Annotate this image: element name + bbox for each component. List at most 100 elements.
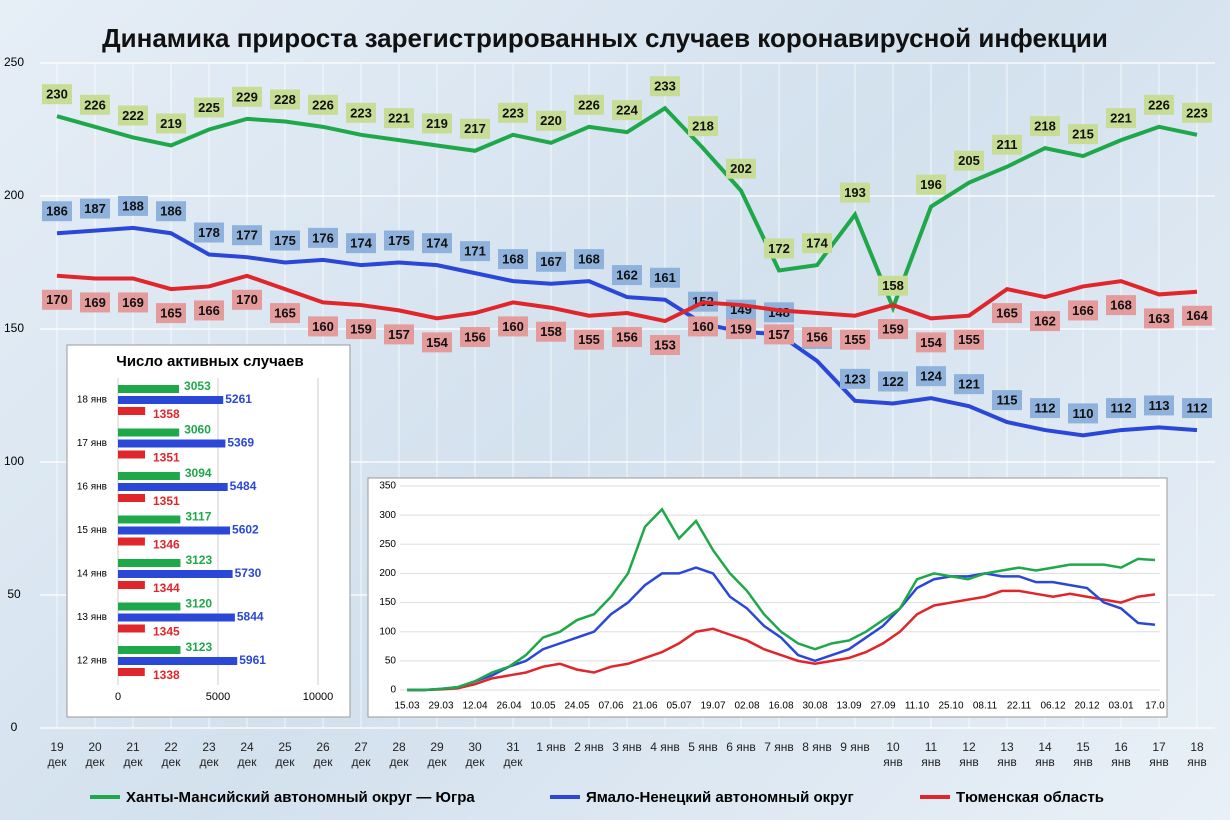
- data-label: 112: [1035, 401, 1056, 416]
- label-box: [992, 390, 1022, 411]
- label-box: [42, 84, 72, 105]
- x-tick-label: 2 янв: [574, 740, 604, 754]
- label-box: [1106, 398, 1136, 419]
- x-tick-label: 4 янв: [650, 740, 680, 754]
- label-box: [232, 86, 262, 107]
- x-tick-label: 21 дек: [123, 740, 143, 769]
- data-label: 187: [84, 201, 106, 216]
- x-tick-label: 8 янв: [802, 740, 832, 754]
- x-tick-label: 25.10: [938, 701, 963, 712]
- data-label: 193: [844, 185, 866, 200]
- x-tick-label: 7 янв: [764, 740, 794, 754]
- data-label: 165: [996, 306, 1018, 321]
- label-box: [1068, 403, 1098, 424]
- data-label: 162: [616, 268, 638, 283]
- label-box: [194, 97, 224, 118]
- data-label: 154: [426, 335, 448, 350]
- line: [407, 589, 1156, 692]
- label-box: [1068, 300, 1098, 321]
- data-label: 5484: [230, 479, 257, 493]
- data-label: 177: [236, 228, 258, 243]
- data-label: 220: [540, 113, 562, 128]
- label-box: [270, 89, 300, 110]
- data-label: 167: [540, 254, 562, 269]
- bar: [118, 396, 224, 404]
- bar: [118, 428, 180, 437]
- data-label: 174: [806, 236, 828, 251]
- x-tick-label: 13.09: [836, 701, 861, 712]
- label-box: [1144, 308, 1174, 329]
- data-label: 217: [464, 121, 486, 136]
- label-box: [916, 366, 946, 387]
- x-tick-label: 30.08: [802, 701, 827, 712]
- bar: [118, 537, 145, 546]
- label-box: [270, 303, 300, 324]
- x-tick-label: 14 янв: [1035, 740, 1055, 769]
- x-tick-label: 0: [115, 691, 121, 703]
- data-label: 5369: [227, 436, 254, 450]
- bar: [118, 668, 145, 676]
- data-label: 115: [997, 393, 1018, 408]
- label-box: [1030, 116, 1060, 137]
- label-box: [42, 289, 72, 310]
- bar: [118, 646, 181, 654]
- y-tick-label: 200: [4, 188, 24, 202]
- data-label: 5602: [232, 523, 259, 537]
- label-box: [840, 329, 870, 350]
- label-box: [802, 327, 832, 348]
- y-tick-label: 150: [4, 321, 24, 335]
- data-label: 156: [616, 329, 638, 344]
- y-tick-label: 350: [379, 481, 396, 492]
- data-label: 166: [198, 303, 220, 318]
- x-tick-label: 1 янв: [536, 740, 566, 754]
- chart-title: Динамика прироста зарегистрированных слу…: [102, 23, 1108, 53]
- label-box: [232, 289, 262, 310]
- label-box: [422, 332, 452, 353]
- data-label: 168: [502, 252, 524, 267]
- data-label: 112: [1187, 401, 1208, 416]
- x-tick-label: 21.06: [632, 701, 657, 712]
- label-box: [992, 303, 1022, 324]
- legend-label: Ямало-Ненецкий автономный округ: [586, 789, 854, 806]
- data-label: 170: [236, 292, 258, 307]
- data-label: 186: [46, 204, 68, 219]
- label-box: [80, 198, 110, 219]
- x-tick-label: 10.05: [530, 701, 555, 712]
- line: [56, 105, 1198, 314]
- y-tick-label: 200: [379, 568, 396, 579]
- inset-panel: [367, 477, 1168, 718]
- x-tick-label: 20.12: [1074, 701, 1099, 712]
- data-label: 112: [1111, 401, 1132, 416]
- label-box: [1144, 395, 1174, 416]
- data-label: 161: [654, 270, 676, 285]
- data-label: 226: [1148, 97, 1170, 112]
- x-tick-label: 16 янв: [1111, 740, 1131, 769]
- data-label: 160: [312, 319, 334, 334]
- x-tick-label: 03.01: [1108, 701, 1133, 712]
- x-tick-label: 10000: [303, 691, 334, 703]
- label-box: [954, 150, 984, 171]
- label-box: [650, 76, 680, 97]
- data-label: 165: [160, 306, 182, 321]
- label-box: [384, 324, 414, 345]
- label-box: [536, 110, 566, 131]
- data-label: 1358: [153, 407, 180, 421]
- x-tick-label: 5000: [206, 691, 230, 703]
- data-label: 155: [578, 332, 600, 347]
- label-box: [194, 222, 224, 243]
- label-box: [346, 319, 376, 340]
- data-label: 219: [426, 116, 448, 131]
- x-tick-label: 3 янв: [612, 740, 642, 754]
- label-box: [878, 371, 908, 392]
- inset-title: Число активных случаев: [116, 353, 303, 370]
- data-label: 5961: [239, 653, 266, 667]
- x-tick-label: 19 дек: [47, 740, 67, 769]
- data-label: 186: [160, 204, 182, 219]
- bar: [118, 624, 145, 633]
- data-label: 223: [350, 105, 372, 120]
- x-tick-label: 02.08: [734, 701, 759, 712]
- label-box: [80, 292, 110, 313]
- label-box: [1030, 311, 1060, 332]
- label-box: [422, 113, 452, 134]
- label-box: [194, 300, 224, 321]
